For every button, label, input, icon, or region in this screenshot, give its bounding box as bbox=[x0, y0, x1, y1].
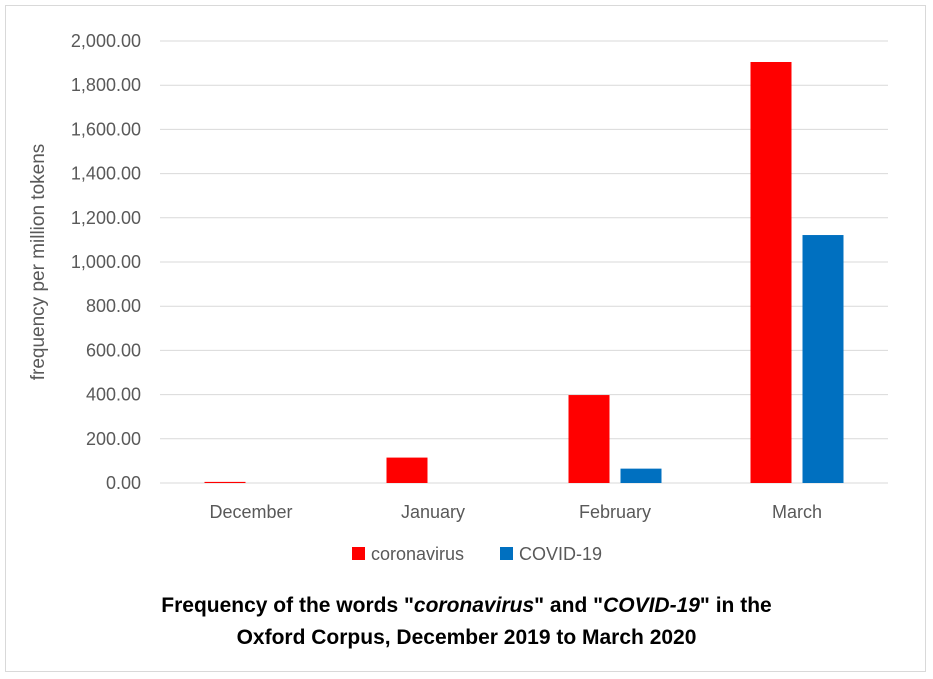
legend-swatch-coronavirus bbox=[352, 547, 365, 560]
y-tick-label: 2,000.00 bbox=[71, 31, 141, 51]
title-term-covid: COVID-19 bbox=[603, 594, 700, 617]
bar-covid-19-march bbox=[802, 235, 844, 483]
y-tick-label: 0.00 bbox=[106, 473, 141, 493]
y-tick-label: 600.00 bbox=[86, 340, 141, 360]
y-tick-label: 1,400.00 bbox=[71, 164, 141, 184]
chart-title-line-1: Frequency of the words "coronavirus" and… bbox=[0, 590, 933, 622]
x-tick-label: December bbox=[209, 502, 292, 522]
bar-coronavirus-february bbox=[568, 395, 610, 483]
bar-coronavirus-march bbox=[750, 61, 792, 484]
x-tick-label: January bbox=[401, 502, 465, 522]
title-prefix: Frequency of the words " bbox=[161, 594, 414, 617]
x-axis-ticks: December January February March bbox=[209, 502, 822, 522]
bars bbox=[204, 61, 844, 484]
y-tick-label: 1,000.00 bbox=[71, 252, 141, 272]
y-tick-label: 200.00 bbox=[86, 429, 141, 449]
y-tick-label: 1,200.00 bbox=[71, 208, 141, 228]
y-tick-label: 400.00 bbox=[86, 385, 141, 405]
legend-swatch-covid-19 bbox=[500, 547, 513, 560]
x-tick-label: March bbox=[772, 502, 822, 522]
bar-covid-19-february bbox=[620, 468, 662, 483]
y-axis-ticks: 0.00 200.00 400.00 600.00 800.00 1,000.00 1,20… bbox=[71, 31, 141, 493]
title-mid: " and " bbox=[534, 594, 604, 617]
chart-title-line-2: Oxford Corpus, December 2019 to March 20… bbox=[236, 626, 697, 649]
legend-label-covid-19: COVID-19 bbox=[519, 544, 602, 564]
legend-label-coronavirus: coronavirus bbox=[371, 544, 464, 564]
bar-coronavirus-december bbox=[204, 481, 246, 483]
x-tick-label: February bbox=[579, 502, 651, 522]
title-suffix: " in the bbox=[699, 594, 772, 617]
legend: coronavirus COVID-19 bbox=[352, 544, 602, 564]
y-tick-label: 1,600.00 bbox=[71, 119, 141, 139]
y-tick-label: 800.00 bbox=[86, 296, 141, 316]
bar-coronavirus-january bbox=[386, 457, 428, 483]
title-term-coronavirus: coronavirus bbox=[413, 594, 535, 617]
y-tick-label: 1,800.00 bbox=[71, 75, 141, 95]
chart-title: Frequency of the words "coronavirus" and… bbox=[0, 590, 933, 654]
y-axis-label: frequency per million tokens bbox=[28, 144, 49, 381]
